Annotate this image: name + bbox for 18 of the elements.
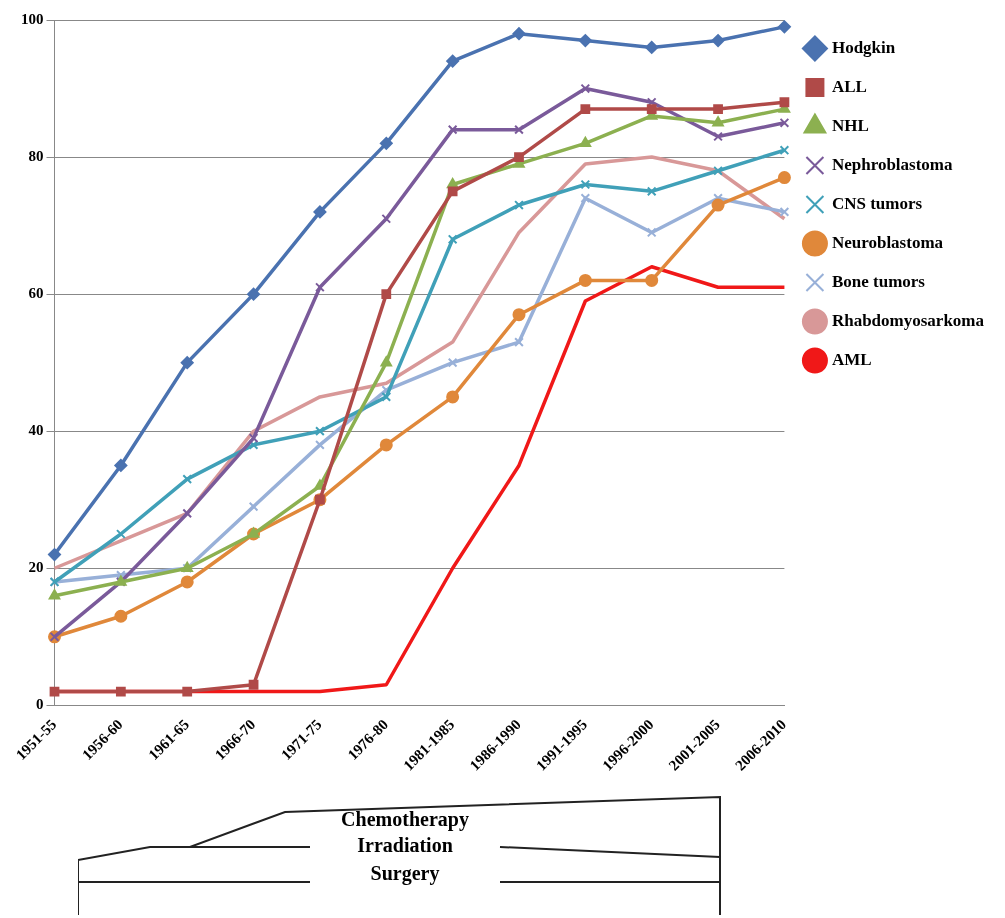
legend-label: Rhabdomyosarkoma bbox=[831, 310, 985, 330]
y-tick-label: 80 bbox=[28, 147, 44, 164]
legend-label: NHL bbox=[831, 115, 869, 135]
legend-label: AML bbox=[831, 349, 872, 369]
legend-label: Hodgkin bbox=[831, 37, 896, 57]
y-tick-label: 60 bbox=[28, 285, 44, 301]
text: Irradiation bbox=[356, 834, 454, 857]
y-tick-label: 40 bbox=[28, 422, 44, 439]
y-tick-label: 0 bbox=[36, 696, 44, 713]
text: Chemotherapy bbox=[340, 808, 470, 831]
legend-label: ALL bbox=[831, 76, 867, 96]
text: Surgery bbox=[369, 862, 441, 885]
legend-label: Bone tumors bbox=[831, 271, 926, 291]
y-tick-label: 20 bbox=[28, 559, 44, 576]
legend-label: Neuroblastoma bbox=[831, 232, 944, 252]
legend-label: Nephroblastoma bbox=[831, 154, 954, 174]
y-tick-label: 100 bbox=[21, 10, 44, 27]
legend-label: CNS tumors bbox=[831, 193, 923, 213]
